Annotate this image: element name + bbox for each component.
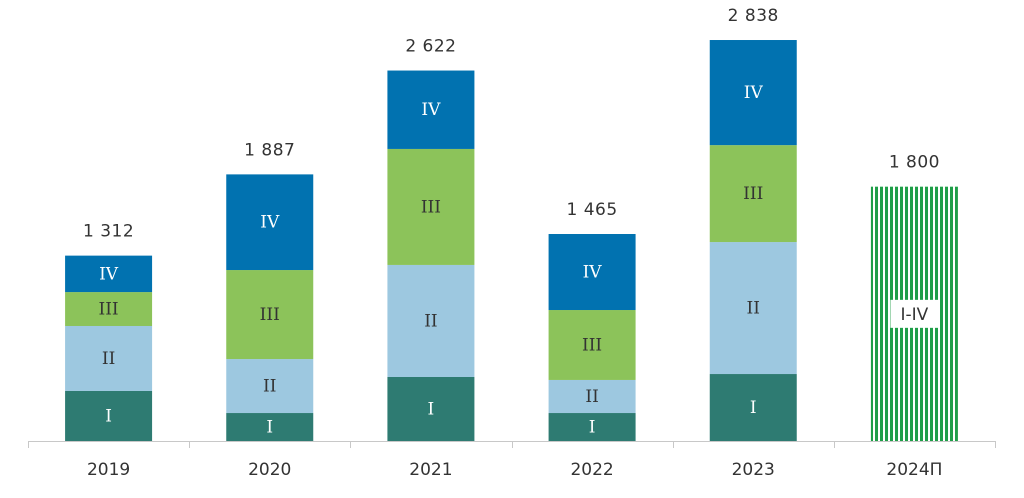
x-tick-label: 2019 [87, 460, 130, 480]
total-label: 1 800 [889, 153, 940, 173]
segment-label-box [890, 299, 939, 328]
segment-label: II [263, 377, 276, 397]
total-label: 1 312 [83, 222, 134, 242]
segment-label: IV [583, 263, 603, 283]
bar-segment [65, 255, 153, 293]
bar-segment [387, 264, 475, 377]
segment-label: II [585, 387, 598, 407]
segment-label: I [589, 418, 596, 438]
bar-segment [387, 70, 475, 149]
total-label: 1 465 [566, 200, 617, 220]
segment-label: II [424, 311, 437, 331]
x-tick-label: 2023 [732, 460, 775, 480]
bar-segment [387, 148, 475, 265]
bar-segment [65, 292, 153, 326]
segment-label: III [260, 305, 280, 325]
x-tick-label: 2020 [248, 460, 291, 480]
total-label: 2 622 [405, 37, 456, 57]
bar-segment [709, 40, 797, 146]
segment-label: III [99, 300, 119, 320]
x-tick-label: 2022 [570, 460, 613, 480]
bar-segment [226, 174, 314, 271]
bar-segment [65, 325, 153, 391]
segment-label: III [421, 197, 441, 217]
bar-segment [226, 413, 314, 441]
segment-label: I [266, 418, 273, 438]
segment-label: IV [421, 100, 441, 120]
bar-segment [65, 390, 153, 441]
total-label: 1 887 [244, 140, 295, 160]
bar-segment [709, 242, 797, 375]
segment-label: III [582, 335, 602, 355]
segment-label: I [428, 399, 435, 419]
bar-segment [548, 379, 636, 414]
bar-segment [387, 376, 475, 441]
segment-label: IV [260, 213, 280, 233]
segment-label: I [105, 406, 112, 426]
x-tick-label: 2021 [409, 460, 452, 480]
bar-segment [226, 270, 314, 360]
x-tick-label: 2024П [886, 460, 942, 480]
segment-label: I-IV [901, 305, 929, 325]
segment-label: II [747, 299, 760, 319]
bar-segment [226, 359, 314, 414]
segment-label: I [750, 398, 757, 418]
segment-label: II [102, 349, 115, 369]
segment-label: IV [744, 83, 764, 103]
total-label: 2 838 [728, 6, 779, 26]
bar-segment [709, 374, 797, 441]
segment-label: III [743, 184, 763, 204]
bar-segment [548, 234, 636, 311]
segment-label: IV [99, 264, 119, 284]
bar-segment [548, 413, 636, 441]
bar-segment [709, 145, 797, 243]
bar-segment [548, 310, 636, 380]
